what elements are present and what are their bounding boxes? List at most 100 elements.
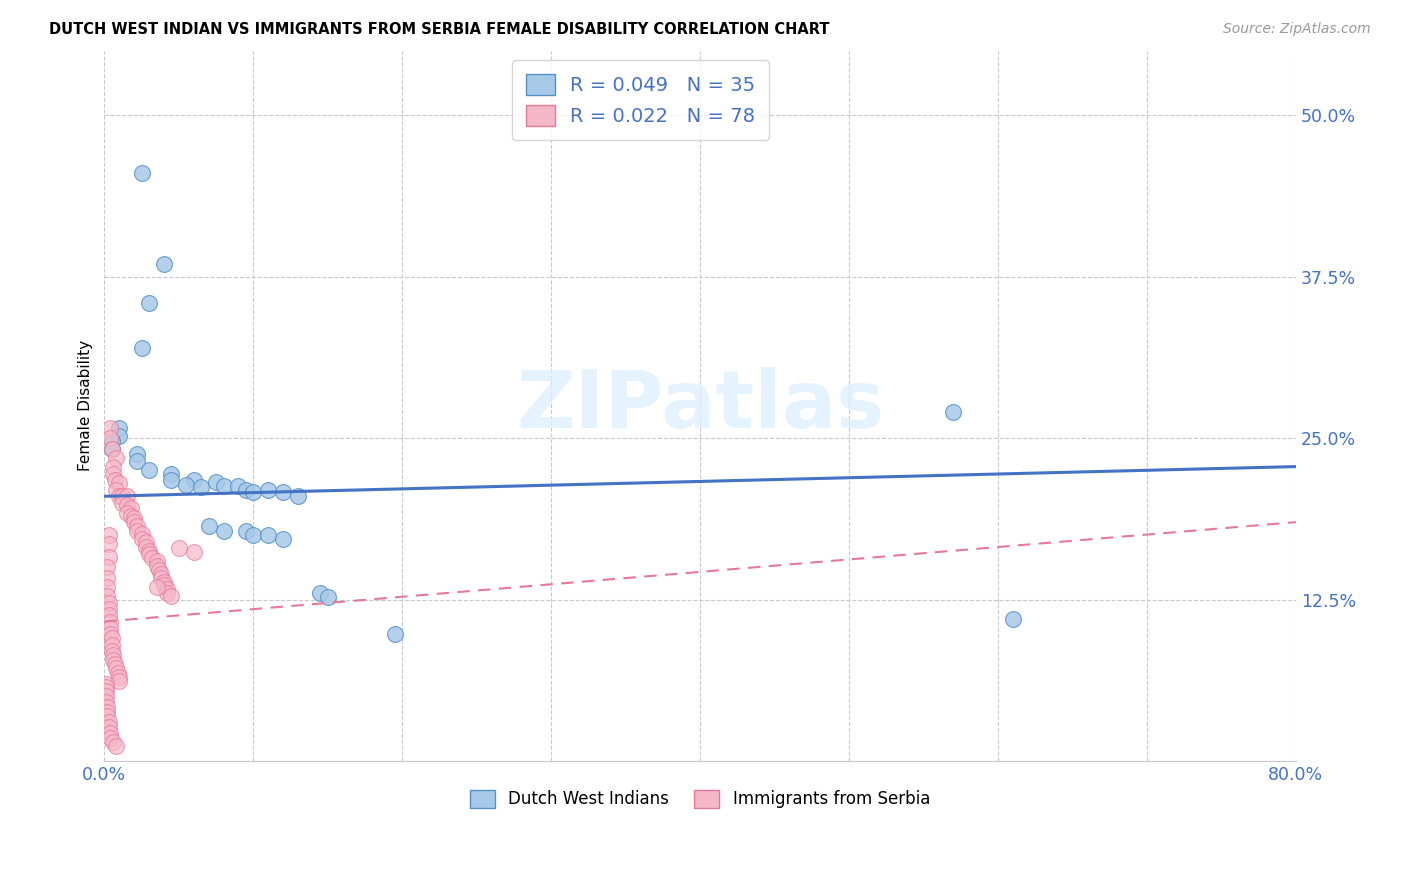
Point [135,534,157,549]
Point [105,739,128,753]
Point [107,666,129,681]
Point [105,450,128,465]
Point [101,644,124,658]
Point [127,454,149,468]
Point [97,528,120,542]
Point [131,166,153,180]
Text: DUTCH WEST INDIAN VS IMMIGRANTS FROM SERBIA FEMALE DISABILITY CORRELATION CHART: DUTCH WEST INDIAN VS IMMIGRANTS FROM SER… [49,22,830,37]
Point [135,540,157,554]
Point [145,580,167,594]
Point [108,428,131,442]
Point [94,681,117,695]
Point [101,442,124,456]
Point [942,405,965,419]
Point [145,554,167,568]
Point [156,582,179,597]
Point [235,524,257,538]
Point [205,475,228,489]
Point [108,421,131,435]
Point [101,632,124,646]
Text: ZIPatlas: ZIPatlas [516,367,884,445]
Point [97,537,120,551]
Point [98,621,121,635]
Point [153,257,176,271]
Point [127,524,149,538]
Point [1001,612,1024,626]
Point [96,699,118,714]
Point [103,653,125,667]
Point [138,463,160,477]
Point [108,476,131,491]
Point [131,532,153,546]
Point [120,500,142,515]
Point [97,715,120,730]
Point [235,483,257,497]
Point [138,543,160,558]
Point [104,473,127,487]
Point [101,638,124,652]
Point [145,559,167,574]
Point [384,627,406,641]
Point [98,431,121,445]
Point [94,676,117,690]
Point [131,341,153,355]
Point [212,479,235,493]
Point [94,690,117,704]
Point [127,447,149,461]
Point [115,506,138,520]
Point [103,459,125,474]
Point [120,508,142,523]
Point [96,705,118,719]
Point [103,648,125,662]
Point [101,442,124,456]
Point [257,483,280,497]
Point [98,627,121,641]
Point [101,434,124,448]
Point [94,684,117,698]
Point [138,548,160,562]
Point [122,511,145,525]
Point [97,601,120,615]
Text: Source: ZipAtlas.com: Source: ZipAtlas.com [1223,22,1371,37]
Point [160,589,183,603]
Point [115,489,138,503]
Point [257,528,280,542]
Point [190,480,212,494]
Point [228,479,250,493]
Point [153,578,176,592]
Point [197,519,219,533]
Point [108,670,131,684]
Point [98,421,121,435]
Point [108,489,131,503]
Point [103,467,125,482]
Legend: Dutch West Indians, Immigrants from Serbia: Dutch West Indians, Immigrants from Serb… [461,781,938,817]
Point [167,541,190,555]
Point [131,526,153,541]
Point [94,695,117,709]
Point [98,615,121,629]
Point [212,524,235,538]
Point [160,473,183,487]
Point [96,571,118,585]
Point [127,519,149,533]
Point [96,589,118,603]
Point [97,608,120,623]
Point [122,515,145,529]
Point [96,560,118,574]
Point [148,563,170,577]
Point [242,528,264,542]
Point [104,657,127,672]
Point [97,721,120,735]
Point [108,673,131,688]
Point [287,489,309,503]
Point [96,709,118,723]
Point [149,566,172,581]
Y-axis label: Female Disability: Female Disability [79,341,93,472]
Point [111,489,134,503]
Point [271,532,294,546]
Point [97,597,120,611]
Point [105,661,128,675]
Point [105,483,128,497]
Point [183,545,205,559]
Point [141,551,163,566]
